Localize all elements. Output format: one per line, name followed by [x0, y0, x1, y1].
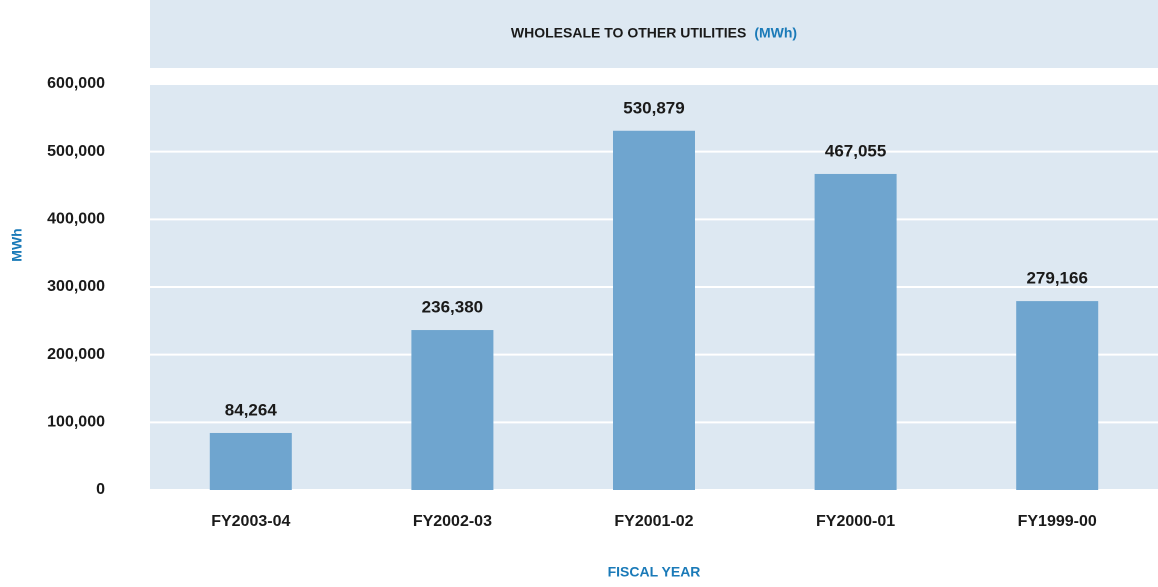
chart-title-unit: (MWh) — [754, 25, 797, 41]
bar — [411, 330, 494, 490]
x-tick-label: FY2003-04 — [211, 513, 290, 530]
y-tick-label: 200,000 — [47, 346, 105, 363]
y-axis-label: MWh — [9, 228, 25, 261]
bar — [209, 432, 292, 490]
bar — [613, 130, 695, 490]
y-tick-label: 500,000 — [47, 143, 105, 160]
x-tick-label: FY2002-03 — [413, 513, 492, 530]
y-tick-label: 100,000 — [47, 414, 105, 431]
x-axis-label: FISCAL YEAR — [608, 564, 701, 580]
chart-title: WHOLESALE TO OTHER UTILITIES — [511, 25, 746, 41]
y-tick-label: 400,000 — [47, 211, 105, 228]
x-tick-label: FY2000-01 — [816, 513, 895, 530]
value-label: 530,879 — [623, 98, 684, 117]
value-label: 84,264 — [225, 400, 278, 419]
bar — [814, 173, 897, 490]
y-tick-label: 0 — [96, 481, 105, 498]
x-tick-label: FY1999-00 — [1018, 513, 1097, 530]
value-label: 467,055 — [825, 141, 886, 160]
x-tick-label: FY2001-02 — [614, 513, 693, 530]
y-tick-label: 600,000 — [47, 75, 105, 92]
bar — [1016, 301, 1099, 490]
value-label: 279,166 — [1026, 269, 1087, 288]
title-band — [150, 0, 1158, 68]
value-label: 236,380 — [422, 298, 483, 317]
y-tick-label: 300,000 — [47, 278, 105, 295]
